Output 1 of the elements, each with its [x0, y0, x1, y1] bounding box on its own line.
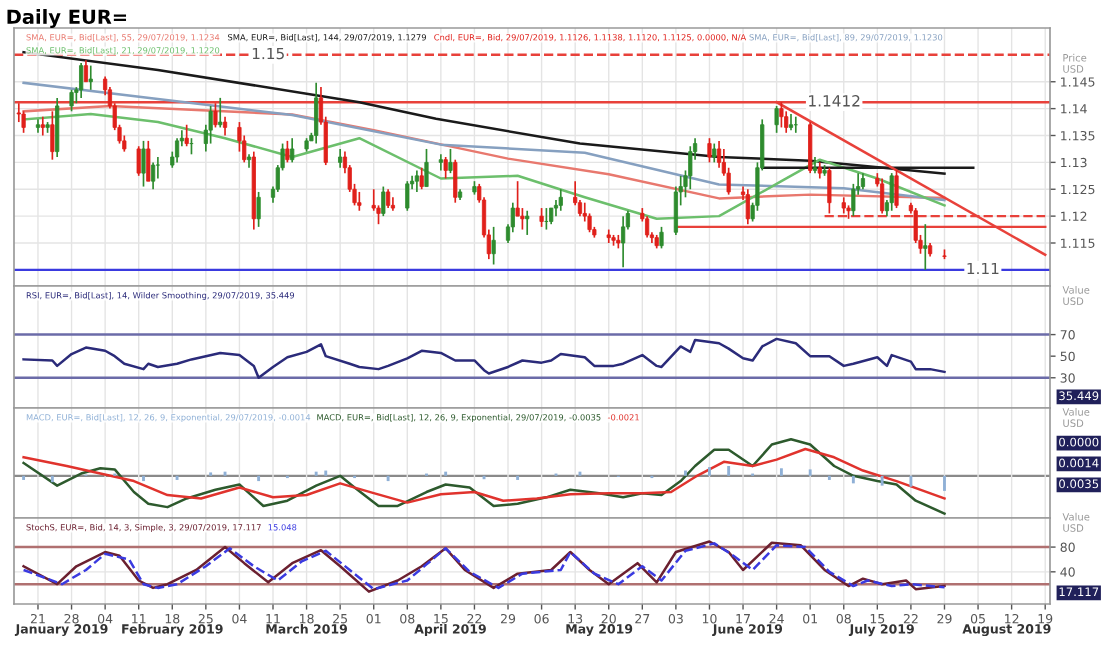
chart-title: Daily EUR=	[7, 9, 127, 28]
